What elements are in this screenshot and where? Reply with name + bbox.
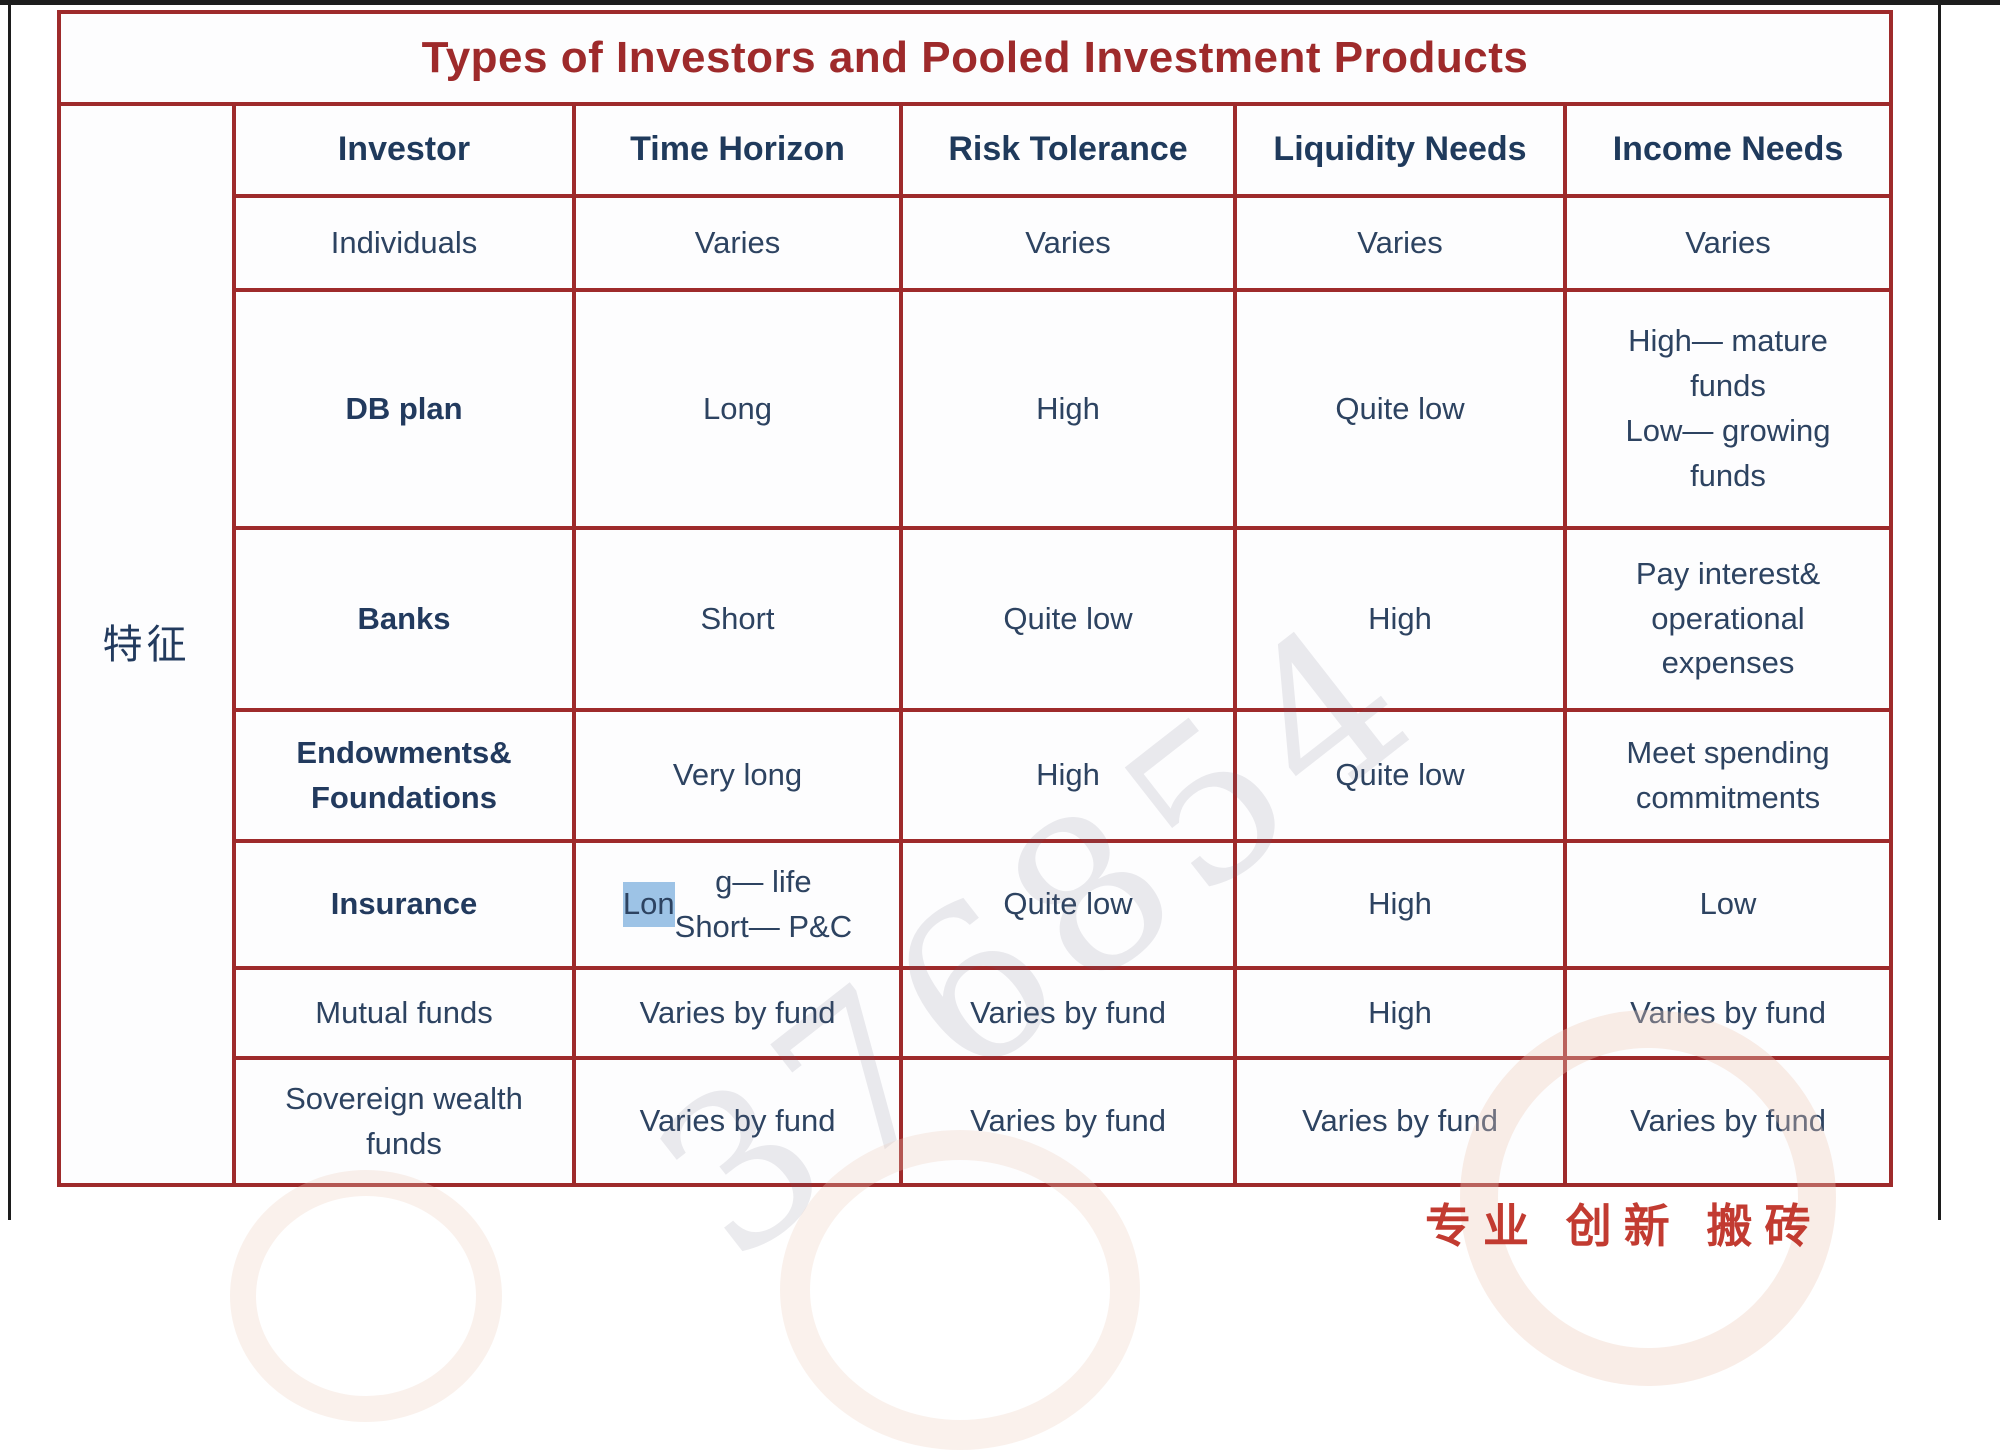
time-horizon-cell: Varies bbox=[576, 198, 899, 288]
investor-cell: Sovereign wealth funds bbox=[236, 1060, 572, 1183]
time-horizon-cell: Very long bbox=[576, 712, 899, 839]
liquidity-needs-cell: Quite low bbox=[1237, 712, 1563, 839]
income-needs-cell: High— mature funds Low— growing funds bbox=[1567, 292, 1889, 526]
text-selection-highlight: Lon bbox=[622, 882, 675, 927]
investor-cell: Endowments& Foundations bbox=[236, 712, 572, 839]
income-needs-cell: Varies bbox=[1567, 198, 1889, 288]
investor-cell: Banks bbox=[236, 530, 572, 708]
time-horizon-cell: Lon g— life Short— P&C bbox=[576, 843, 899, 966]
slide-right-edge bbox=[1938, 0, 1941, 1220]
column-header-time-horizon: Time Horizon bbox=[576, 106, 899, 194]
risk-tolerance-cell: Varies bbox=[903, 198, 1233, 288]
column-header-income-needs: Income Needs bbox=[1567, 106, 1889, 194]
time-horizon-text: g— life Short— P&C bbox=[674, 863, 853, 944]
risk-tolerance-cell: Varies by fund bbox=[903, 970, 1233, 1056]
time-horizon-cell: Varies by fund bbox=[576, 970, 899, 1056]
investor-cell: Mutual funds bbox=[236, 970, 572, 1056]
investor-cell: Individuals bbox=[236, 198, 572, 288]
page-title: Types of Investors and Pooled Investment… bbox=[61, 14, 1889, 102]
liquidity-needs-cell: High bbox=[1237, 843, 1563, 966]
liquidity-needs-cell: High bbox=[1237, 970, 1563, 1056]
slide-left-edge bbox=[8, 0, 11, 1220]
investors-table: Types of Investors and Pooled Investment… bbox=[57, 10, 1893, 1187]
liquidity-needs-cell: Varies bbox=[1237, 198, 1563, 288]
income-needs-cell: Pay interest& operational expenses bbox=[1567, 530, 1889, 708]
income-needs-cell: Low bbox=[1567, 843, 1889, 966]
income-needs-cell: Varies by fund bbox=[1567, 1060, 1889, 1183]
time-horizon-cell: Short bbox=[576, 530, 899, 708]
liquidity-needs-cell: High bbox=[1237, 530, 1563, 708]
time-horizon-cell: Long bbox=[576, 292, 899, 526]
column-header-investor: Investor bbox=[236, 106, 572, 194]
income-needs-cell: Varies by fund bbox=[1567, 970, 1889, 1056]
liquidity-needs-cell: Quite low bbox=[1237, 292, 1563, 526]
risk-tolerance-cell: High bbox=[903, 292, 1233, 526]
slide-top-edge bbox=[0, 0, 2000, 5]
logo-swirl-watermark bbox=[230, 1170, 502, 1422]
investor-cell: DB plan bbox=[236, 292, 572, 526]
row-header-feature: 特征 bbox=[61, 106, 232, 1183]
investor-cell: Insurance bbox=[236, 843, 572, 966]
risk-tolerance-cell: High bbox=[903, 712, 1233, 839]
column-header-liquidity-needs: Liquidity Needs bbox=[1237, 106, 1563, 194]
column-header-risk-tolerance: Risk Tolerance bbox=[903, 106, 1233, 194]
risk-tolerance-cell: Varies by fund bbox=[903, 1060, 1233, 1183]
income-needs-cell: Meet spending commitments bbox=[1567, 712, 1889, 839]
red-stamp-text: 专业 创新 搬砖 bbox=[1425, 1200, 1823, 1252]
risk-tolerance-cell: Quite low bbox=[903, 843, 1233, 966]
liquidity-needs-cell: Varies by fund bbox=[1237, 1060, 1563, 1183]
time-horizon-cell: Varies by fund bbox=[576, 1060, 899, 1183]
risk-tolerance-cell: Quite low bbox=[903, 530, 1233, 708]
